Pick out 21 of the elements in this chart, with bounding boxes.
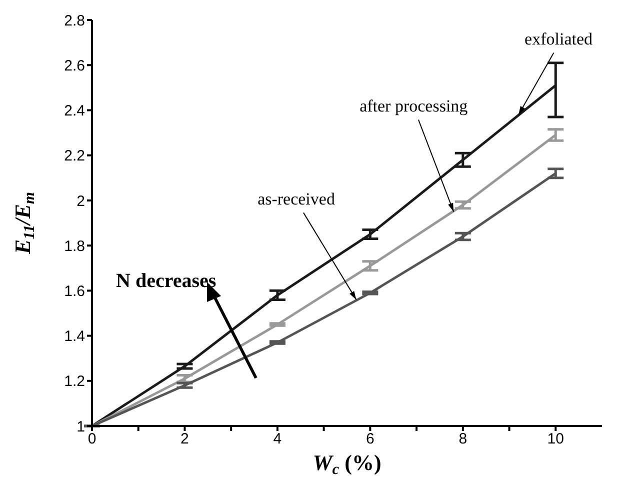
y-tick-label: 2.4 (64, 102, 85, 120)
x-tick-label: 8 (458, 430, 468, 448)
y-tick-label: 1.4 (64, 328, 85, 346)
annotation: exfoliated (524, 30, 594, 49)
x-tick-label: 4 (273, 430, 282, 448)
y-tick-label: 1.6 (64, 282, 85, 300)
annotation: as-received (258, 190, 336, 209)
y-tick-label: 2.8 (64, 12, 85, 30)
annotation: N decreases (116, 270, 216, 293)
y-tick-label: 2.6 (64, 57, 85, 74)
y-tick-label: 1 (76, 418, 85, 436)
y-tick-label: 2.2 (64, 148, 85, 165)
x-tick-label: 0 (88, 430, 96, 448)
x-tick-label: 10 (547, 430, 564, 448)
x-axis-title: W$_{c}$ (%) (312, 450, 382, 478)
y-tick-label: 1.8 (64, 238, 85, 255)
x-tick-label: 6 (366, 430, 374, 448)
y-tick-label: 2 (76, 192, 85, 210)
annotation: after processing (360, 96, 468, 116)
x-tick-label: 2 (180, 430, 189, 448)
y-tick-label: 1.2 (64, 373, 85, 390)
